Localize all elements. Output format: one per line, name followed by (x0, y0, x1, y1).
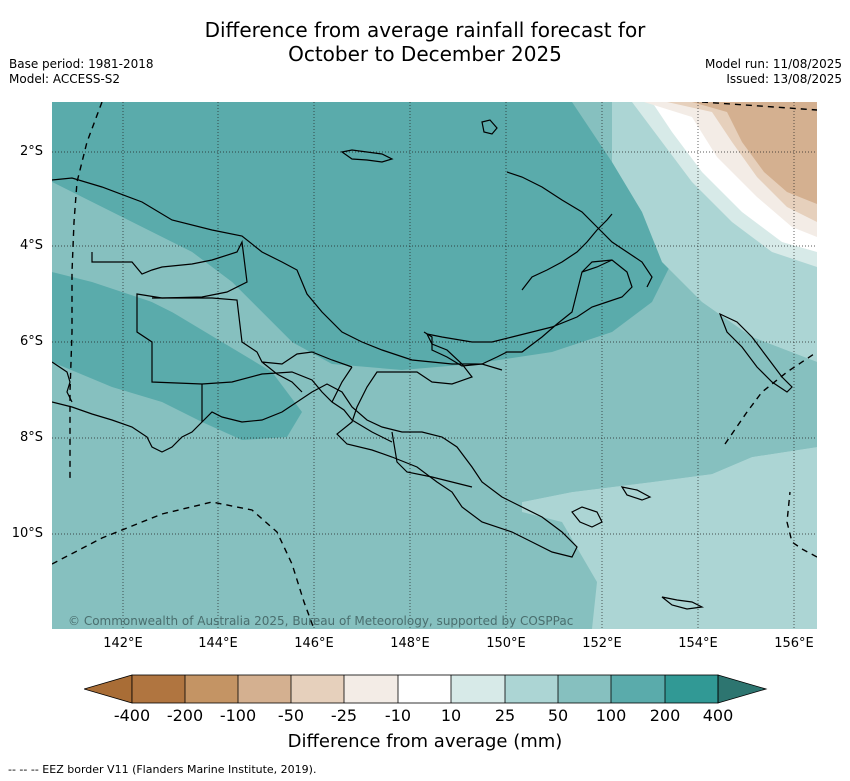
cb-tick-10: 10 (440, 706, 462, 725)
colorbar (84, 674, 768, 704)
louisiade (661, 596, 705, 610)
colorbar-bin-10 (611, 675, 665, 703)
zone-50-100-east (522, 302, 817, 502)
province-borders (152, 297, 473, 488)
cb-tick-100: 100 (595, 706, 627, 725)
gridlines (52, 102, 817, 629)
cb-tick-25: 25 (494, 706, 516, 725)
copyright-notice: © Commonwealth of Australia 2025, Bureau… (68, 614, 574, 628)
colorbar-high-arrow (717, 674, 768, 704)
map-title: Difference from average rainfall forecas… (0, 18, 850, 66)
bougainville (718, 312, 793, 393)
lon-label-156e: 156°E (774, 636, 814, 651)
issued-date: Issued: 13/08/2025 (726, 72, 842, 86)
cb-tick-minus200: -200 (166, 706, 204, 725)
lon-label-150e: 150°E (486, 636, 526, 651)
manus-island (340, 149, 394, 163)
colorbar-dividers (184, 675, 666, 703)
colorbar-bin-5 (344, 675, 398, 703)
mussau (481, 119, 498, 135)
colorbar-frame (131, 674, 719, 704)
lat-label-10s: 10°S (11, 526, 43, 541)
zone-100-200-north (52, 102, 672, 370)
lat-label-8s: 8°S (19, 430, 43, 445)
title-line-2: October to December 2025 (288, 42, 562, 66)
model-run: Model run: 11/08/2025 (704, 57, 842, 71)
colorbar-bin-7 (451, 675, 505, 703)
colorbar-bin-6 (398, 675, 451, 703)
colorbar-bin-1 (132, 675, 185, 703)
lon-label-154e: 154°E (678, 636, 718, 651)
zone-50-100-tongue (52, 182, 292, 362)
lon-label-146e: 146°E (294, 636, 334, 651)
meta-left: Base period: 1981-2018 Model: ACCESS-S2 (9, 57, 154, 87)
zone-100-200-west (52, 272, 302, 440)
coastlines (52, 119, 793, 610)
lon-label-152e: 152°E (582, 636, 622, 651)
south-coast-west (52, 361, 73, 403)
eez-footnote: -- -- -- EEZ border V11 (Flanders Marine… (8, 763, 317, 776)
cb-tick-minus100: -100 (219, 706, 257, 725)
base-period: Base period: 1981-2018 (9, 57, 154, 71)
lon-label-148e: 148°E (390, 636, 430, 651)
cb-tick-minus25: -25 (330, 706, 358, 725)
lon-label-144e: 144°E (198, 636, 238, 651)
cb-tick-minus400: -400 (113, 706, 151, 725)
rainfall-map (52, 102, 817, 629)
model-name: Model: ACCESS-S2 (9, 72, 121, 86)
colorbar-low-arrow (84, 674, 133, 704)
lat-label-2s: 2°S (19, 144, 43, 159)
map-svg (52, 102, 817, 629)
cb-tick-50: 50 (547, 706, 569, 725)
colorbar-bin-3 (238, 675, 291, 703)
meta-right: Model run: 11/08/2025 Issued: 13/08/2025 (705, 57, 842, 87)
lat-label-4s: 4°S (19, 238, 43, 253)
zone-minus-50-100 (692, 102, 817, 204)
colorbar-bin-8 (505, 675, 558, 703)
colorbar-bin-2 (185, 675, 238, 703)
eez-borders (52, 102, 817, 629)
dentrecasteaux (571, 506, 603, 528)
colorbar-bin-11 (665, 675, 718, 703)
zone-25-50-east (522, 102, 817, 629)
cb-tick-400: 400 (702, 706, 734, 725)
colorbar-bin-4 (291, 675, 344, 703)
colorbar-bin-9 (558, 675, 611, 703)
colorbar-title: Difference from average (mm) (287, 731, 563, 752)
lon-label-142e: 142°E (103, 636, 143, 651)
title-line-1: Difference from average rainfall forecas… (204, 18, 646, 42)
new-britain (423, 259, 613, 371)
cb-tick-minus50: -50 (277, 706, 305, 725)
lat-label-6s: 6°S (19, 334, 43, 349)
new-ireland (506, 171, 653, 288)
woodlark-islands (620, 486, 652, 501)
cb-tick-minus10: -10 (384, 706, 412, 725)
new-britain-east (521, 213, 613, 291)
new-guinea-coast (52, 177, 633, 558)
cb-tick-200: 200 (649, 706, 681, 725)
